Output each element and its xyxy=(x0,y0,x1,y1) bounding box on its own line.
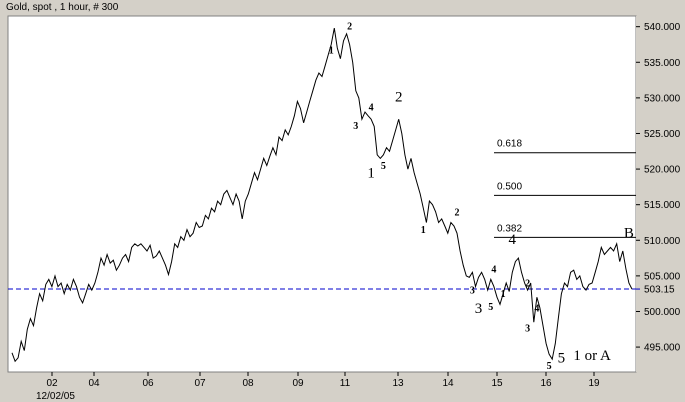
x-tick-label: 15 xyxy=(491,378,503,389)
wave-label: 1 xyxy=(421,225,426,236)
fib-level-label: 0.382 xyxy=(497,223,522,234)
y-tick-label: 540.000 xyxy=(644,22,681,33)
x-tick-label: 08 xyxy=(242,378,254,389)
wave-label: 5 xyxy=(558,351,566,367)
wave-label: 1 xyxy=(501,289,506,300)
x-axis: 02 04 06 07 08 09 11 13 14 15 16 19 12/02/05 xyxy=(36,372,600,402)
wave-label: 4 xyxy=(509,232,517,248)
series-layer xyxy=(11,28,633,363)
wave-label: 1 xyxy=(367,166,375,182)
wave-label: 5 xyxy=(488,302,493,313)
wave-label: 3 xyxy=(353,121,358,132)
y-tick-label: 520.000 xyxy=(644,165,681,176)
y-tick-label: 500.000 xyxy=(644,307,681,318)
x-tick-label: 07 xyxy=(194,378,206,389)
fib-level-label: 0.618 xyxy=(497,139,522,150)
wave-label: 2 xyxy=(395,89,403,105)
last-price-label: 503.15 xyxy=(644,285,675,296)
price-series-line xyxy=(11,28,633,363)
x-tick-label: 19 xyxy=(588,378,600,389)
wave-label: 4 xyxy=(534,303,539,314)
y-tick-label: 515.000 xyxy=(644,200,681,211)
x-tick-label: 09 xyxy=(292,378,304,389)
x-tick-label: 11 xyxy=(340,378,351,389)
y-tick-label: 510.000 xyxy=(644,236,681,247)
y-tick-label: 505.000 xyxy=(644,271,681,282)
wave-label: 4 xyxy=(491,264,496,275)
wave-label: B xyxy=(624,225,634,241)
wave-label: 1 or A xyxy=(573,348,611,364)
x-tick-label: 14 xyxy=(442,378,454,389)
x-tick-label: 16 xyxy=(540,378,552,389)
wave-label: 3 xyxy=(470,286,475,297)
chart-title: Gold, spot , 1 hour, # 300 xyxy=(6,2,119,13)
x-tick-label: 06 xyxy=(142,378,154,389)
y-axis-area xyxy=(636,16,680,372)
wave-label: 1 xyxy=(329,46,334,57)
x-tick-label: 02 xyxy=(46,378,58,389)
y-tick-label: 495.000 xyxy=(644,343,681,354)
wave-label: 4 xyxy=(369,103,374,114)
x-tick-label: 04 xyxy=(88,378,100,389)
fib-level-label: 0.500 xyxy=(497,181,522,192)
y-tick-label: 525.000 xyxy=(644,129,681,140)
x-date-label: 12/02/05 xyxy=(36,391,75,402)
wave-label: 2 xyxy=(455,207,460,218)
wave-label: 5 xyxy=(381,161,386,172)
wave-label: 2 xyxy=(525,279,530,290)
y-tick-label: 530.000 xyxy=(644,93,681,104)
wave-label: 3 xyxy=(475,301,483,317)
fib-layer: 0.618 0.500 0.382 xyxy=(494,139,636,238)
y-tick-label: 535.000 xyxy=(644,58,681,69)
y-axis: 495.000 500.000 505.000 510.000 515.000 520.0… xyxy=(636,22,681,354)
x-tick-label: 13 xyxy=(392,378,404,389)
wave-label: 3 xyxy=(525,323,530,334)
wave-label: 2 xyxy=(347,22,352,33)
wave-label: 5 xyxy=(547,361,552,372)
